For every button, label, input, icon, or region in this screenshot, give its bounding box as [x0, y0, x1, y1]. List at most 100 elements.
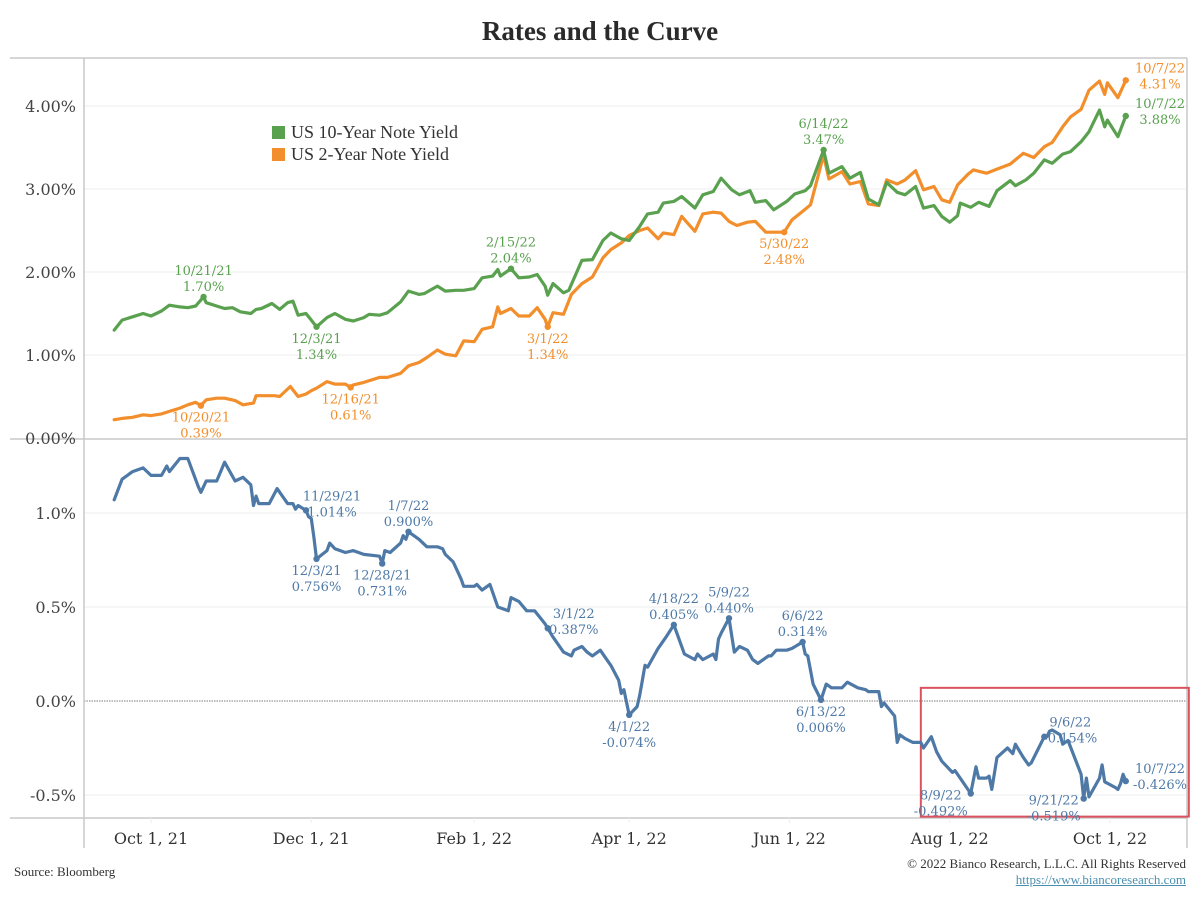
- annotation-value: 0.39%: [180, 427, 221, 442]
- annotation-marker: [313, 555, 320, 563]
- y-tick-label-bottom: -0.5%: [30, 786, 76, 805]
- bottom-panel-gridlines: [84, 512, 1187, 796]
- annotation-markers: [197, 77, 1129, 802]
- annotation-value: 0.756%: [292, 580, 342, 595]
- annotation-marker: [670, 621, 678, 629]
- annotation-marker: [544, 323, 551, 330]
- x-tick-label: Feb 1, 22: [436, 829, 512, 848]
- annotation-marker: [313, 323, 320, 330]
- annotation-value: 1.34%: [527, 348, 568, 363]
- y-tick-labels: 0.00% 1.00% 2.00% 3.00% 4.00% -0.5% 0.0% 0.5% 1.…: [25, 97, 76, 805]
- annotation-date: 4/18/22: [649, 592, 699, 607]
- annotation-marker: [544, 625, 551, 632]
- annotation-labels: 10/20/210.39%12/16/210.61%3/1/221.34%5/3…: [172, 61, 1187, 824]
- annotation-value: 0.314%: [778, 625, 828, 640]
- highlight-box-group: [919, 686, 1190, 818]
- annotation-marker: [405, 528, 412, 535]
- y-tick-label-bottom: 1.0%: [35, 504, 76, 523]
- legend-label-2y: US 2-Year Note Yield: [291, 144, 449, 164]
- annotation-date: 8/9/22: [920, 788, 962, 803]
- top-panel-gridlines: [84, 105, 1187, 356]
- annotation-marker: [725, 615, 733, 622]
- y-tick-label-top: 1.00%: [25, 346, 76, 365]
- annotation-value: -0.492%: [914, 804, 968, 819]
- annotation-date: 12/3/21: [291, 564, 341, 579]
- annotation-value: 0.440%: [704, 601, 754, 616]
- annotation-date: 6/6/22: [782, 609, 824, 624]
- annotation-value: 0.900%: [384, 515, 434, 530]
- annotation-date: 2/15/22: [486, 236, 536, 251]
- annotation-marker: [347, 384, 354, 391]
- annotation-date: 10/7/22: [1135, 61, 1185, 76]
- annotation-date: 9/6/22: [1049, 716, 1091, 731]
- x-tick-labels: Oct 1, 21 Dec 1, 21 Feb 1, 22 Apr 1, 22 Jun …: [114, 818, 1147, 848]
- annotation-date: 3/1/22: [527, 332, 569, 347]
- y-tick-label-top: 3.00%: [25, 180, 76, 199]
- x-tick-label: Apr 1, 22: [591, 829, 667, 848]
- annotation-value: 0.387%: [549, 623, 599, 638]
- annotation-date: 12/3/21: [291, 332, 341, 347]
- series-line-spread: [112, 456, 1128, 801]
- annotation-value: 0.61%: [330, 408, 371, 423]
- series-line-2y: [112, 78, 1128, 422]
- annotation-marker: [1122, 77, 1129, 84]
- annotation-marker: [1122, 112, 1129, 120]
- annotation-value: 0.731%: [357, 585, 407, 600]
- x-tick-label: Oct 1, 21: [114, 829, 188, 848]
- annotation-date: 12/28/21: [353, 569, 411, 584]
- annotation-date: 6/13/22: [796, 705, 846, 720]
- annotation-value: 2.04%: [490, 252, 531, 267]
- series-lines: [112, 78, 1128, 801]
- annotation-date: 10/21/21: [174, 264, 232, 279]
- y-tick-label-bottom: 0.0%: [35, 692, 76, 711]
- annotation-marker: [820, 146, 827, 154]
- annotation-date: 1/7/22: [388, 499, 430, 514]
- annotation-marker: [200, 293, 207, 301]
- annotation-marker: [799, 638, 806, 646]
- annotation-date: 12/16/21: [321, 392, 379, 407]
- annotation-value: 2.48%: [764, 253, 805, 268]
- x-tick-label: Aug 1, 22: [910, 829, 989, 848]
- annotation-marker: [817, 696, 825, 704]
- annotation-marker: [1080, 795, 1087, 802]
- legend-swatch-2y-icon: [272, 147, 285, 161]
- annotation-value: 0.006%: [796, 721, 846, 736]
- annotation-date: 10/20/21: [172, 411, 230, 426]
- x-tick-label: Jun 1, 22: [751, 829, 826, 848]
- annotation-date: 5/30/22: [759, 237, 809, 252]
- annotation-marker: [1041, 733, 1048, 740]
- annotation-date: 10/7/22: [1135, 97, 1185, 112]
- y-tick-label-top: 2.00%: [25, 263, 76, 282]
- annotation-marker: [197, 402, 205, 409]
- annotation-date: 10/7/22: [1135, 762, 1185, 777]
- annotation-date: 5/9/22: [708, 585, 750, 600]
- annotation-value: 4.31%: [1139, 77, 1180, 92]
- annotation-date: 9/21/22: [1029, 794, 1079, 809]
- legend-item-10y[interactable]: US 10-Year Note Yield: [272, 121, 458, 143]
- copyright-block: © 2022 Bianco Research, L.L.C. All Right…: [907, 856, 1186, 888]
- series-line-10y: [112, 108, 1128, 332]
- legend-swatch-10y-icon: [272, 125, 285, 139]
- copyright-text: © 2022 Bianco Research, L.L.C. All Right…: [907, 856, 1186, 871]
- annotation-value: -0.074%: [602, 736, 656, 751]
- y-tick-label-bottom: 0.5%: [35, 598, 76, 617]
- highlight-box: [919, 686, 1190, 818]
- annotation-value: -0.426%: [1133, 778, 1187, 793]
- annotation-date: 4/1/22: [608, 720, 650, 735]
- legend: US 10-Year Note Yield US 2-Year Note Yie…: [272, 121, 458, 165]
- annotation-date: 6/14/22: [799, 117, 849, 132]
- annotation-marker: [625, 711, 633, 719]
- website-link[interactable]: https://www.biancoresearch.com: [1015, 872, 1186, 887]
- annotation-marker: [507, 265, 515, 272]
- annotation-marker: [1122, 777, 1129, 785]
- annotation-marker: [967, 790, 974, 797]
- legend-item-2y[interactable]: US 2-Year Note Yield: [272, 143, 458, 165]
- x-tick-label: Oct 1, 22: [1073, 829, 1147, 848]
- legend-label-10y: US 10-Year Note Yield: [291, 122, 458, 142]
- chart-frame: [10, 57, 1188, 848]
- annotation-date: 3/1/22: [553, 607, 595, 622]
- x-tick-label: Dec 1, 21: [273, 829, 350, 848]
- annotation-value: -0.154%: [1043, 732, 1097, 747]
- annotation-marker: [379, 560, 386, 567]
